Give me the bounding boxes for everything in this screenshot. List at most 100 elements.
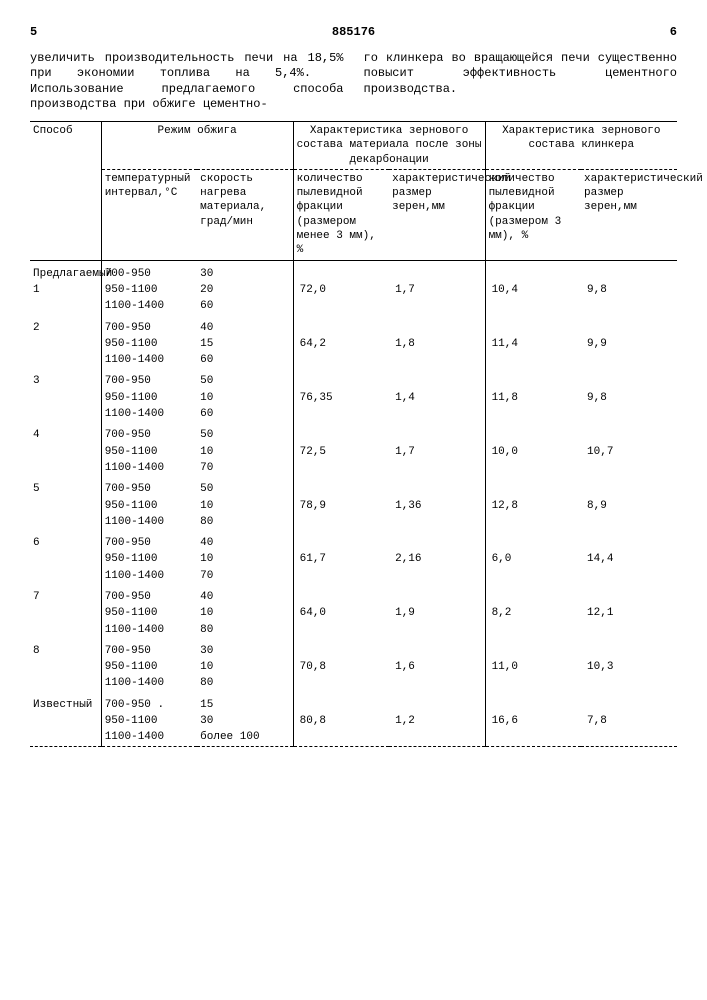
intro-text: увеличить производительность печи на 18,… bbox=[30, 51, 677, 113]
table-cell bbox=[389, 315, 485, 336]
table-row: 950-11003080,81,216,67,8 bbox=[30, 713, 677, 729]
table-cell: 12,1 bbox=[581, 605, 677, 621]
table-cell: 1100-1400 bbox=[101, 514, 197, 530]
table-cell bbox=[581, 298, 677, 314]
table-row: 1100-140060 bbox=[30, 406, 677, 422]
table-cell: 30 bbox=[197, 713, 293, 729]
table-cell: 1,7 bbox=[389, 444, 485, 460]
table-cell bbox=[485, 675, 581, 691]
table-cell bbox=[389, 514, 485, 530]
table-cell bbox=[581, 352, 677, 368]
table-cell bbox=[581, 514, 677, 530]
table-cell bbox=[485, 584, 581, 605]
table-cell bbox=[30, 444, 101, 460]
table-cell bbox=[485, 638, 581, 659]
table-cell: 2 bbox=[30, 315, 101, 336]
intro-right: го клинкера во вращающейся печи существе… bbox=[364, 51, 678, 98]
table-row: 950-11001064,01,98,212,1 bbox=[30, 605, 677, 621]
table-cell: 1100-1400 bbox=[101, 729, 197, 746]
table-cell: 30 bbox=[197, 638, 293, 659]
table-cell: Предлагаемый bbox=[30, 260, 101, 282]
table-cell bbox=[389, 530, 485, 551]
page-right: 6 bbox=[670, 25, 677, 41]
table-cell: 700-950 bbox=[101, 476, 197, 497]
table-cell bbox=[293, 368, 389, 389]
table-cell bbox=[293, 530, 389, 551]
table-cell: 8 bbox=[30, 638, 101, 659]
table-cell bbox=[30, 390, 101, 406]
table-cell: 950-1100 bbox=[101, 498, 197, 514]
table-cell: 80 bbox=[197, 675, 293, 691]
table-cell: 1,36 bbox=[389, 498, 485, 514]
col-rate: скорость нагрева материала, град/мин bbox=[197, 169, 293, 260]
table-cell bbox=[389, 260, 485, 282]
col-clinker: Характеристика зернового состава клинкер… bbox=[485, 121, 677, 169]
table-cell: 50 bbox=[197, 368, 293, 389]
table-cell: 11,8 bbox=[485, 390, 581, 406]
table-cell: 10,7 bbox=[581, 444, 677, 460]
table-cell bbox=[30, 713, 101, 729]
table-cell: 9,8 bbox=[581, 282, 677, 298]
table-cell: 70 bbox=[197, 568, 293, 584]
table-cell: 16,6 bbox=[485, 713, 581, 729]
table-cell: 64,2 bbox=[293, 336, 389, 352]
table-cell: 7,8 bbox=[581, 713, 677, 729]
table-cell: 700-950 bbox=[101, 315, 197, 336]
table-cell: 80 bbox=[197, 622, 293, 638]
table-row: 950-11001072,51,710,010,7 bbox=[30, 444, 677, 460]
table-cell bbox=[485, 692, 581, 713]
table-cell: 76,35 bbox=[293, 390, 389, 406]
table-row: Известный700-950 .15 bbox=[30, 692, 677, 713]
table-row: 8700-95030 bbox=[30, 638, 677, 659]
table-cell bbox=[581, 568, 677, 584]
table-cell bbox=[30, 460, 101, 476]
table-row: 5700-95050 bbox=[30, 476, 677, 497]
table-cell: 15 bbox=[197, 692, 293, 713]
table-cell bbox=[581, 476, 677, 497]
table-cell bbox=[293, 315, 389, 336]
table-cell: 1100-1400 bbox=[101, 460, 197, 476]
table-cell bbox=[389, 368, 485, 389]
table-cell bbox=[293, 406, 389, 422]
table-cell: 4 bbox=[30, 422, 101, 443]
table-row: 4700-95050 bbox=[30, 422, 677, 443]
table-cell bbox=[389, 584, 485, 605]
table-row: 3700-95050 bbox=[30, 368, 677, 389]
table-cell: 950-1100 bbox=[101, 336, 197, 352]
table-cell: 700-950 . bbox=[101, 692, 197, 713]
col-size2: характеристический размер зерен,мм bbox=[581, 169, 677, 260]
table-cell bbox=[293, 476, 389, 497]
table-cell bbox=[389, 406, 485, 422]
table-cell bbox=[485, 315, 581, 336]
table-row: 1100-140060 bbox=[30, 298, 677, 314]
table-cell: Известный bbox=[30, 692, 101, 713]
table-cell bbox=[581, 260, 677, 282]
table-cell: 950-1100 bbox=[101, 282, 197, 298]
table-cell: 1100-1400 bbox=[101, 568, 197, 584]
table-cell: 9,8 bbox=[581, 390, 677, 406]
table-cell bbox=[485, 406, 581, 422]
table-cell bbox=[581, 692, 677, 713]
table-cell bbox=[485, 729, 581, 746]
col-frac2: количество пылевидной фракции (размером … bbox=[485, 169, 581, 260]
table-cell bbox=[293, 622, 389, 638]
table-cell: 10 bbox=[197, 498, 293, 514]
table-cell: 950-1100 bbox=[101, 659, 197, 675]
table-cell bbox=[485, 514, 581, 530]
table-cell: 7 bbox=[30, 584, 101, 605]
table-cell bbox=[485, 530, 581, 551]
table-cell bbox=[389, 729, 485, 746]
table-cell: 1 bbox=[30, 282, 101, 298]
col-decarb: Характеристика зернового состава материа… bbox=[293, 121, 485, 169]
table-cell bbox=[293, 675, 389, 691]
page-left: 5 bbox=[30, 25, 37, 41]
table-cell bbox=[293, 352, 389, 368]
table-cell: 11,0 bbox=[485, 659, 581, 675]
table-cell: 700-950 bbox=[101, 368, 197, 389]
table-cell bbox=[581, 729, 677, 746]
table-cell: 700-950 bbox=[101, 584, 197, 605]
table-cell bbox=[389, 692, 485, 713]
table-cell bbox=[581, 406, 677, 422]
table-cell: 70 bbox=[197, 460, 293, 476]
table-cell bbox=[293, 638, 389, 659]
